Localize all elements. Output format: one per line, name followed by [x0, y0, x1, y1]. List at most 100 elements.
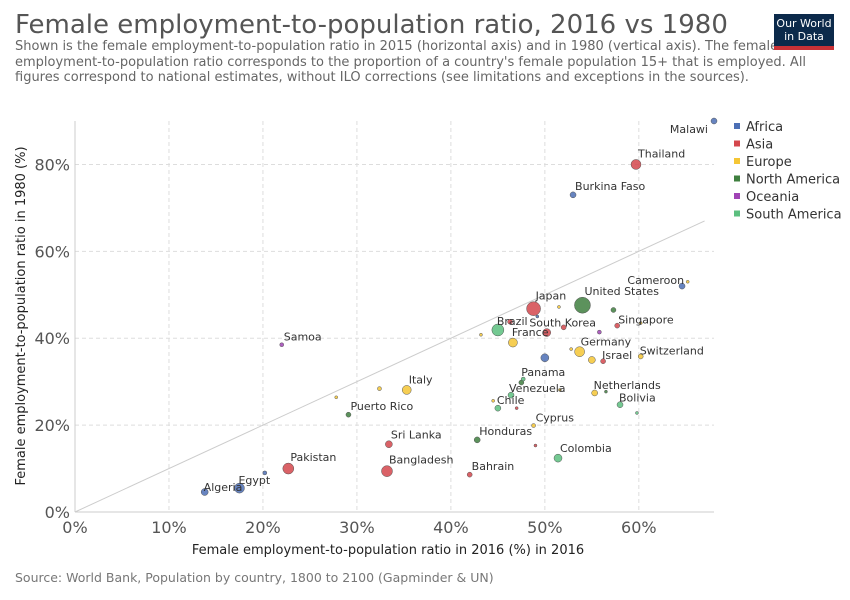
legend: Africa Asia Europe North America Oceania Sout…: [734, 120, 842, 223]
data-point[interactable]: [553, 453, 563, 463]
point-label: Malawi: [670, 123, 708, 136]
data-point[interactable]: [600, 358, 606, 364]
data-point[interactable]: [610, 307, 617, 313]
point-label: Puerto Rico: [350, 400, 413, 413]
data-point[interactable]: [494, 404, 502, 412]
data-point[interactable]: [234, 482, 245, 494]
y-tick-label: 60%: [34, 242, 70, 261]
data-point[interactable]: [574, 346, 585, 357]
data-point[interactable]: [685, 279, 690, 284]
point-label: Bangladesh: [389, 454, 454, 467]
point-label: Egypt: [238, 474, 270, 487]
legend-item[interactable]: Asia: [746, 138, 773, 153]
data-point[interactable]: [630, 159, 642, 170]
x-tick-label: 10%: [151, 518, 187, 537]
data-point[interactable]: [334, 395, 338, 400]
data-point[interactable]: [401, 385, 412, 395]
point-label: Cyprus: [536, 412, 575, 425]
data-point[interactable]: [200, 488, 209, 496]
legend-swatch[interactable]: [734, 193, 740, 199]
point-label: Switzerland: [640, 344, 704, 357]
legend-swatch[interactable]: [734, 175, 740, 182]
data-point[interactable]: [678, 282, 686, 290]
point-label: Israel: [602, 349, 632, 362]
legend-swatch[interactable]: [734, 123, 740, 129]
point-label: Chile: [497, 394, 525, 407]
point-label: Netherlands: [594, 379, 661, 392]
data-point[interactable]: [588, 356, 596, 364]
reference-line: [74, 220, 705, 513]
data-point[interactable]: [466, 471, 473, 478]
legend-swatch[interactable]: [734, 140, 740, 147]
y-tick-label: 40%: [34, 329, 70, 348]
x-tick-label: 50%: [527, 518, 563, 537]
data-point[interactable]: [473, 436, 481, 444]
data-point[interactable]: [282, 462, 295, 475]
logo-line-2: in Data: [784, 30, 824, 43]
data-point[interactable]: [557, 305, 561, 309]
data-point[interactable]: [479, 332, 483, 337]
point-label: Germany: [581, 336, 632, 349]
point-label: Thailand: [637, 147, 685, 160]
legend-swatch[interactable]: [734, 210, 740, 217]
legend-item[interactable]: Africa: [746, 120, 783, 135]
data-point[interactable]: [560, 324, 567, 331]
point-label: Japan: [535, 290, 567, 303]
data-point[interactable]: [514, 406, 519, 410]
point-label: Colombia: [560, 442, 612, 455]
data-point[interactable]: [345, 411, 352, 418]
data-point[interactable]: [710, 117, 718, 125]
point-label: Italy: [409, 373, 433, 386]
legend-item[interactable]: South America: [746, 208, 842, 223]
data-point[interactable]: [591, 389, 598, 397]
point-labels: Malawi Thailand Burkina Faso CameroonUnited…: [204, 123, 708, 494]
data-point[interactable]: [533, 443, 538, 448]
data-point[interactable]: [569, 347, 573, 351]
source-note: Source: World Bank, Population by countr…: [15, 570, 494, 585]
legend-item[interactable]: North America: [746, 173, 840, 188]
data-point[interactable]: [377, 386, 382, 391]
point-label: United States: [584, 285, 659, 298]
owid-logo[interactable]: Our World in Data: [774, 14, 834, 50]
data-point[interactable]: [381, 465, 393, 477]
data-point[interactable]: [508, 337, 518, 348]
data-point[interactable]: [507, 318, 513, 325]
data-point[interactable]: [614, 322, 620, 329]
data-point[interactable]: [638, 321, 643, 325]
data-point[interactable]: [262, 470, 268, 476]
data-point[interactable]: [558, 388, 562, 392]
data-point[interactable]: [531, 423, 536, 428]
data-point[interactable]: [491, 399, 495, 403]
data-point[interactable]: [637, 353, 644, 360]
point-label: Brazil: [497, 315, 528, 328]
point-label: Honduras: [479, 425, 532, 438]
data-point[interactable]: [507, 391, 515, 399]
data-point[interactable]: [604, 389, 608, 394]
y-tick-label: 20%: [34, 416, 70, 435]
data-point[interactable]: [279, 342, 284, 347]
data-point[interactable]: [569, 191, 577, 199]
logo-line-1: Our World: [776, 17, 832, 30]
data-point[interactable]: [616, 401, 624, 408]
point-label: France: [512, 326, 549, 339]
data-point[interactable]: [491, 323, 505, 337]
data-point[interactable]: [574, 296, 591, 314]
legend-item[interactable]: Oceania: [746, 190, 799, 205]
data-point[interactable]: [540, 353, 550, 363]
chart-subtitle: Shown is the female employment-to-popula…: [15, 39, 807, 85]
point-label: Cameroon: [627, 274, 684, 287]
legend-swatch[interactable]: [734, 158, 740, 164]
y-tick-label: 0%: [45, 503, 70, 522]
data-point[interactable]: [385, 440, 393, 448]
chart-title: Female employment-to-population ratio, 2…: [15, 10, 728, 40]
legend-item[interactable]: Europe: [746, 155, 792, 170]
data-point[interactable]: [542, 328, 551, 337]
data-point[interactable]: [635, 411, 639, 415]
data-point[interactable]: [526, 301, 541, 316]
grid: [74, 121, 714, 513]
y-tick-label: 80%: [34, 155, 70, 174]
data-point[interactable]: [520, 376, 526, 382]
data-point[interactable]: [597, 329, 602, 335]
data-point[interactable]: [535, 314, 540, 319]
